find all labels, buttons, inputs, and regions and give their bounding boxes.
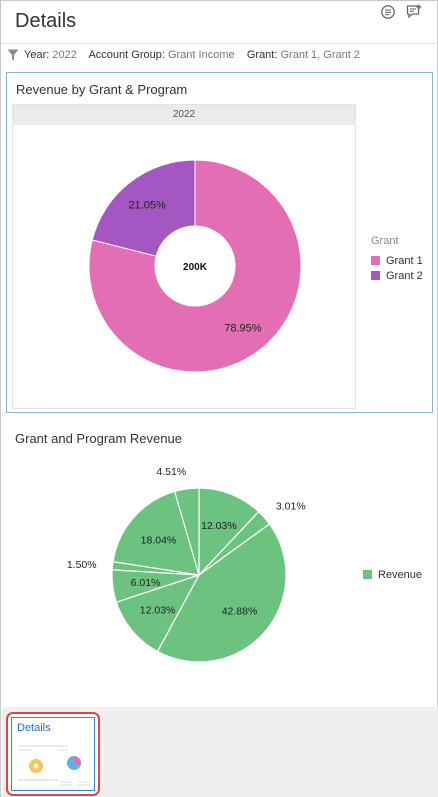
legend-label: Revenue bbox=[378, 569, 423, 581]
legend-title: Grant bbox=[371, 235, 399, 247]
donut-slice-label: 78.95% bbox=[224, 323, 262, 335]
pie-slice-label: 4.51% bbox=[156, 466, 186, 478]
pie-slice-4[interactable] bbox=[115, 573, 201, 653]
filter-icon[interactable] bbox=[7, 49, 19, 61]
panel-header: Details bbox=[1, 1, 438, 43]
page-thumbnail-strip: Details bbox=[2, 707, 438, 797]
chart-title: Grant and Program Revenue bbox=[15, 431, 182, 446]
legend-item-grant-2[interactable]: Grant 2 bbox=[371, 270, 423, 282]
facet-header: 2022 bbox=[13, 105, 355, 125]
comment-icon[interactable] bbox=[380, 4, 396, 20]
donut-slice-1[interactable] bbox=[88, 159, 302, 373]
filter-grant-label: Grant: bbox=[246, 49, 278, 61]
grant-program-revenue-chart-card[interactable]: Grant and Program Revenue 12.03% 3.01% 42.… bbox=[6, 425, 433, 695]
legend-swatch bbox=[371, 256, 380, 265]
filter-account-group-label: Account Group: bbox=[88, 49, 165, 61]
pie-slice-label: 42.88% bbox=[222, 606, 258, 618]
pie-slice-label: 12.03% bbox=[140, 605, 176, 617]
donut-center-label: 200K bbox=[183, 262, 208, 273]
chart-title: Revenue by Grant & Program bbox=[16, 82, 188, 97]
pie-slice-label: 6.01% bbox=[131, 577, 161, 589]
thumbnail-title: Details bbox=[17, 722, 51, 734]
pie-slice-1[interactable] bbox=[198, 487, 260, 577]
add-comment-icon[interactable] bbox=[406, 4, 422, 20]
donut-slice-2[interactable] bbox=[91, 159, 196, 257]
pie-slice-7[interactable] bbox=[112, 490, 200, 576]
pie-slice-label: 18.04% bbox=[141, 534, 177, 546]
filter-year-value: 2022 bbox=[52, 49, 77, 61]
legend-item-revenue[interactable]: Revenue bbox=[363, 569, 422, 581]
thumbnail-preview-graphics bbox=[18, 745, 90, 786]
thumbnail-preview: Details bbox=[11, 717, 95, 791]
filter-account-group-value: Grant Income bbox=[167, 49, 235, 61]
filter-grant-value: Grant 1, Grant 2 bbox=[280, 49, 360, 61]
legend-label: Grant 2 bbox=[386, 270, 423, 282]
legend-swatch bbox=[363, 570, 372, 579]
pie-slice-3[interactable] bbox=[156, 523, 287, 663]
legend-swatch bbox=[371, 271, 380, 280]
chart-facet: 2022 bbox=[12, 104, 356, 409]
donut-slice-label: 21.05% bbox=[128, 199, 166, 211]
legend-label: Grant 1 bbox=[386, 255, 423, 267]
filter-summary: Year: 2022 Account Group: Grant Income G… bbox=[24, 49, 360, 61]
pie-slice-label: 12.03% bbox=[201, 520, 237, 532]
pie-slice-label: 1.50% bbox=[67, 559, 97, 571]
pie-slice-label: 3.01% bbox=[276, 501, 306, 513]
revenue-by-grant-chart-card[interactable]: Revenue by Grant & Program 2022 78.95% 21… bbox=[6, 72, 433, 413]
legend-item-grant-1[interactable]: Grant 1 bbox=[371, 255, 423, 267]
filter-bar[interactable]: Year: 2022 Account Group: Grant Income G… bbox=[1, 43, 438, 67]
pie-slice-8[interactable] bbox=[173, 487, 200, 576]
page-title: Details bbox=[15, 10, 77, 32]
page-thumbnail-details[interactable]: Details bbox=[6, 712, 100, 796]
donut-chart[interactable]: 78.95% 21.05% 200K bbox=[7, 73, 432, 412]
pie-chart[interactable]: 12.03% 3.01% 42.88% 12.03% 6.01% 1.50% 18.04% 4… bbox=[6, 425, 433, 695]
filter-year-label: Year: bbox=[24, 49, 50, 61]
